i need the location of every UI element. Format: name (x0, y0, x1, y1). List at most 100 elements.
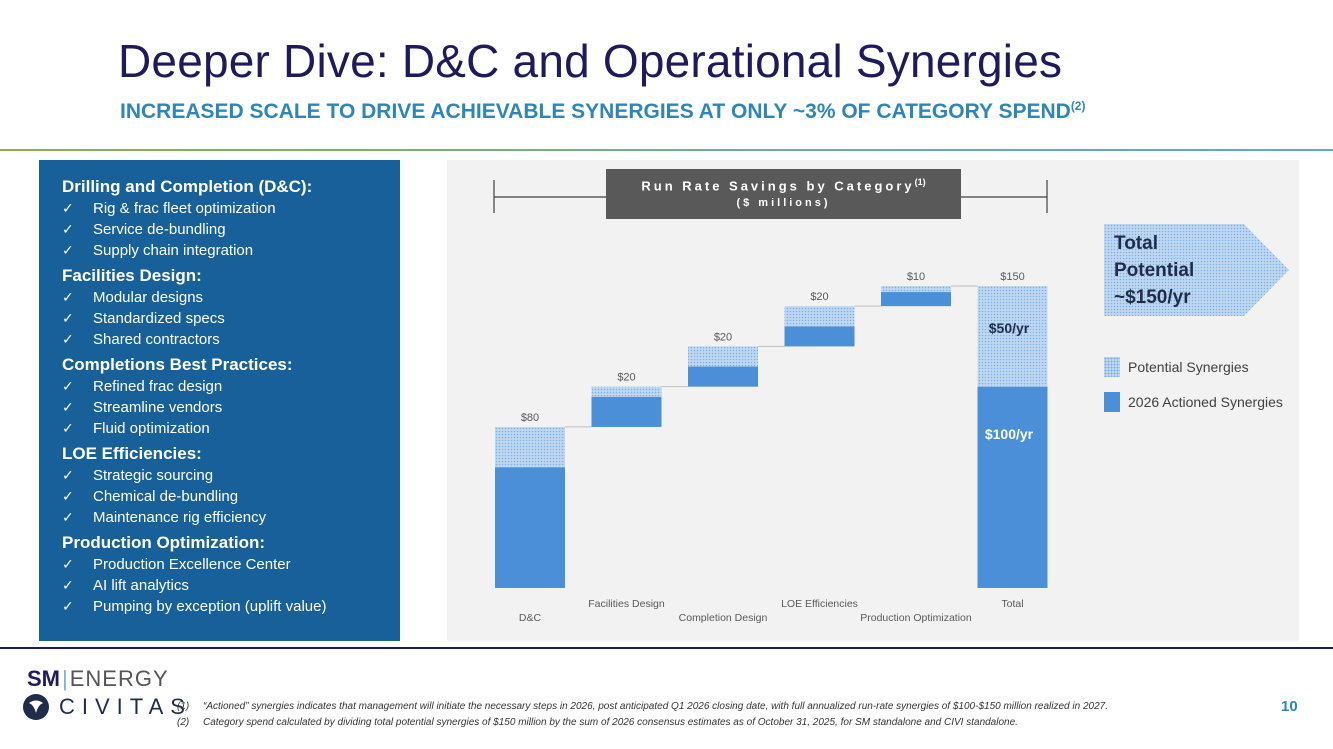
bar-actioned (591, 396, 662, 427)
category-block: Drilling and Completion (D&C): ✓ Rig & fra… (62, 176, 400, 261)
category-item-text: Strategic sourcing (93, 467, 214, 484)
callout-line-3: ~$150/yr (1114, 287, 1191, 308)
category-item-text: Streamline vendors (93, 399, 223, 416)
bar-value-label: $150 (1000, 271, 1024, 283)
bar-actioned (688, 366, 758, 387)
checkmark-icon: ✓ (62, 289, 74, 305)
bar-potential (784, 306, 855, 327)
header-divider (0, 149, 1333, 151)
waterfall-chart: $80 D&C $20 Facilities Design $20 Completion … (493, 180, 1048, 624)
total-actioned-label: $100/yr (984, 426, 1034, 442)
category-title: Drilling and Completion (D&C): (62, 177, 313, 196)
category-block: Production Optimization: ✓ Production Exce… (62, 532, 400, 617)
chart-title-box: Run Rate Savings by Category(1) ($ milli… (606, 169, 961, 219)
category-item: ✓ Strategic sourcing (62, 465, 400, 486)
callout-line-2: Potential (1114, 260, 1195, 281)
checkmark-icon: ✓ (62, 509, 74, 525)
category-item-text: AI lift analytics (93, 577, 189, 594)
checkmark-icon: ✓ (62, 200, 74, 216)
category-item: ✓ Supply chain integration (62, 240, 400, 261)
bar-value-label: $10 (907, 271, 925, 283)
civitas-logo: CIVITAS (21, 692, 192, 722)
chart-title-text: Run Rate Savings by Category (641, 178, 915, 194)
logo-civitas-text: CIVITAS (59, 694, 192, 719)
category-item: ✓ AI lift analytics (62, 575, 400, 596)
category-title: LOE Efficiencies: (62, 444, 202, 463)
bar-potential (591, 386, 662, 397)
page-subtitle: INCREASED SCALE TO DRIVE ACHIEVABLE SYNE… (120, 99, 1270, 124)
category-item-text: Service de-bundling (93, 221, 226, 238)
category-item-text: Pumping by exception (uplift value) (93, 598, 327, 615)
legend-swatch-actioned (1104, 392, 1120, 412)
page-title: Deeper Dive: D&C and Operational Synergi… (118, 35, 1063, 87)
category-title: Completions Best Practices: (62, 355, 293, 374)
footnote-1-text: “Actioned” synergies indicates that mana… (203, 701, 1108, 712)
category-item-text: Maintenance rig efficiency (93, 509, 267, 526)
category-item: ✓ Pumping by exception (uplift value) (62, 596, 400, 617)
subtitle-footnote-ref: (2) (1070, 99, 1086, 113)
category-block: LOE Efficiencies: ✓ Strategic sourcing ✓ Che… (62, 443, 400, 528)
bar-actioned (977, 386, 1048, 588)
checkmark-icon: ✓ (62, 331, 74, 347)
category-block: Facilities Design: ✓ Modular designs ✓ Stand… (62, 265, 400, 350)
synergy-categories-panel: Drilling and Completion (D&C): ✓ Rig & fra… (39, 160, 400, 641)
sm-energy-logo: SM|ENERGY (27, 666, 169, 692)
footnotes: (1) “Actioned” synergies indicates that … (177, 699, 1257, 731)
category-item-text: Modular designs (93, 289, 204, 306)
bar-potential (688, 346, 758, 367)
chart-title-footnote-ref: (1) (914, 177, 926, 187)
logo-energy-text: ENERGY (69, 666, 169, 691)
total-potential-label: $50/yr (988, 320, 1030, 336)
bar-value-label: $20 (714, 331, 732, 343)
legend-label-actioned: 2026 Actioned Synergies (1128, 394, 1283, 410)
category-item-text: Rig & frac fleet optimization (93, 200, 276, 217)
category-block: Completions Best Practices: ✓ Refined frac… (62, 354, 400, 439)
category-item-text: Standardized specs (93, 310, 225, 327)
checkmark-icon: ✓ (62, 556, 74, 572)
checkmark-icon: ✓ (62, 221, 74, 237)
category-title: Facilities Design: (62, 266, 202, 285)
category-axis-label: Production Optimization (860, 612, 972, 624)
bar-potential (881, 286, 951, 293)
checkmark-icon: ✓ (62, 488, 74, 504)
footnote-2-number: (2) (177, 717, 190, 728)
checkmark-icon: ✓ (62, 420, 74, 436)
checkmark-icon: ✓ (62, 242, 74, 258)
category-item: ✓ Streamline vendors (62, 397, 400, 418)
footnote-2: (2) Category spend calculated by dividin… (177, 715, 1257, 731)
total-potential-callout: Total Potential ~$150/yr (1104, 224, 1289, 316)
chart-subtitle: ($ millions) (736, 197, 831, 210)
logo-sm-text: SM (27, 666, 60, 691)
category-item: ✓ Modular designs (62, 287, 400, 308)
checkmark-icon: ✓ (62, 598, 74, 614)
legend-label-potential: Potential Synergies (1128, 359, 1249, 375)
category-axis-label: Facilities Design (588, 598, 665, 610)
category-item: ✓ Production Excellence Center (62, 554, 400, 575)
category-item: ✓ Standardized specs (62, 308, 400, 329)
chart-title: Run Rate Savings by Category(1) (606, 177, 961, 193)
legend-potential: Potential Synergies (1104, 357, 1249, 377)
checkmark-icon: ✓ (62, 467, 74, 483)
checkmark-icon: ✓ (62, 399, 74, 415)
callout-arrow-shape (1104, 224, 1289, 316)
bar-actioned (784, 326, 855, 347)
category-item: ✓ Refined frac design (62, 376, 400, 397)
category-item-text: Chemical de-bundling (93, 488, 239, 505)
category-axis-label: Total (1001, 598, 1023, 610)
category-item-text: Shared contractors (93, 331, 220, 348)
callout-text: Total Potential ~$150/yr (1114, 230, 1194, 311)
page-number: 10 (1281, 698, 1298, 715)
category-item-text: Production Excellence Center (93, 556, 291, 573)
footnote-2-text: Category spend calculated by dividing to… (203, 717, 1018, 728)
category-axis-label: Completion Design (679, 612, 768, 624)
bar-value-label: $20 (810, 291, 828, 303)
category-item: ✓ Fluid optimization (62, 418, 400, 439)
category-item: ✓ Shared contractors (62, 329, 400, 350)
category-item-text: Refined frac design (93, 378, 223, 395)
category-item-text: Fluid optimization (93, 420, 210, 437)
bar-potential (495, 426, 565, 468)
legend-actioned: 2026 Actioned Synergies (1104, 392, 1283, 412)
bar-value-label: $80 (521, 412, 539, 424)
logo-separator: | (62, 666, 68, 691)
category-item: ✓ Maintenance rig efficiency (62, 507, 400, 528)
